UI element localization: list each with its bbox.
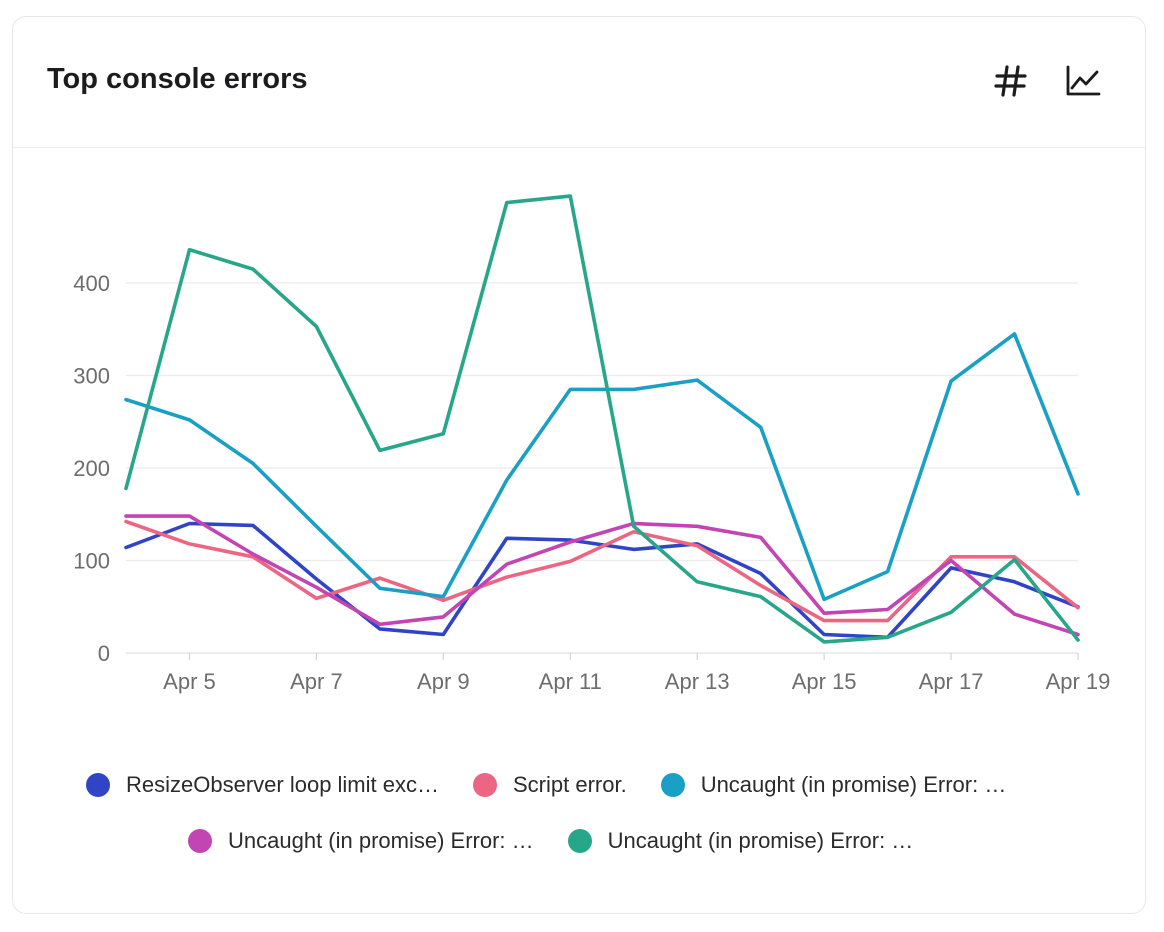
chart-canvas: 0 100 200 300 400 Apr 5 Apr 7 Apr 9 Apr 11 Apr 13… bbox=[73, 194, 1111, 694]
legend-item-2[interactable]: Script error. bbox=[472, 772, 627, 798]
x-tick-label: Apr 11 bbox=[539, 669, 602, 694]
x-tick-label: Apr 15 bbox=[792, 669, 857, 694]
legend-swatch bbox=[86, 773, 110, 797]
legend-item-1[interactable]: ResizeObserver loop limit exc… bbox=[86, 772, 439, 798]
x-tick-label: Apr 19 bbox=[1046, 669, 1111, 694]
legend-label: Uncaught (in promise) Error: … bbox=[228, 828, 534, 853]
x-tick-label: Apr 17 bbox=[919, 669, 984, 694]
line-chart-icon bbox=[1066, 65, 1101, 96]
card-header: Top console errors bbox=[13, 17, 1145, 148]
series-line-3 bbox=[124, 332, 1080, 602]
x-tick-label: Apr 9 bbox=[417, 669, 470, 694]
legend-label: Uncaught (in promise) Error: … bbox=[700, 772, 1007, 797]
series-line-2 bbox=[124, 519, 1080, 623]
x-tick-label: Apr 7 bbox=[290, 669, 343, 694]
y-tick-label: 100 bbox=[73, 549, 110, 574]
count-view-button[interactable] bbox=[991, 61, 1031, 101]
legend-item-5[interactable]: Uncaught (in promise) Error: … bbox=[567, 828, 914, 854]
legend-swatch bbox=[472, 773, 497, 797]
legend-label: ResizeObserver loop limit exc… bbox=[126, 772, 439, 797]
line-chart: 0 100 200 300 400 Apr 5 Apr 7 Apr 9 Apr 11 Apr 13… bbox=[73, 194, 1111, 694]
legend-swatch bbox=[188, 829, 212, 853]
series-line-4 bbox=[124, 514, 1080, 637]
y-tick-label: 400 bbox=[73, 271, 110, 296]
card-title: Top console errors bbox=[47, 63, 308, 95]
legend-item-3[interactable]: Uncaught (in promise) Error: … bbox=[660, 772, 1007, 798]
legend-label: Script error. bbox=[512, 772, 627, 797]
console-errors-card: Top console errors bbox=[12, 16, 1146, 914]
y-tick-label: 0 bbox=[98, 641, 110, 666]
series-line-5 bbox=[124, 194, 1080, 644]
y-tick-label: 200 bbox=[73, 456, 110, 481]
legend-label: Uncaught (in promise) Error: … bbox=[607, 828, 914, 853]
x-tick-label: Apr 5 bbox=[163, 669, 216, 694]
legend-row: Uncaught (in promise) Error: … Uncaught (… bbox=[188, 828, 947, 854]
legend-swatch bbox=[567, 829, 592, 853]
legend-swatch bbox=[660, 773, 685, 797]
y-tick-label: 300 bbox=[73, 364, 110, 389]
x-tick-label: Apr 13 bbox=[665, 669, 730, 694]
legend-item-4[interactable]: Uncaught (in promise) Error: … bbox=[188, 828, 534, 854]
chart-view-button[interactable] bbox=[1063, 61, 1103, 101]
legend-row: ResizeObserver loop limit exc… Script err… bbox=[86, 772, 1040, 798]
hash-icon bbox=[994, 65, 1027, 97]
